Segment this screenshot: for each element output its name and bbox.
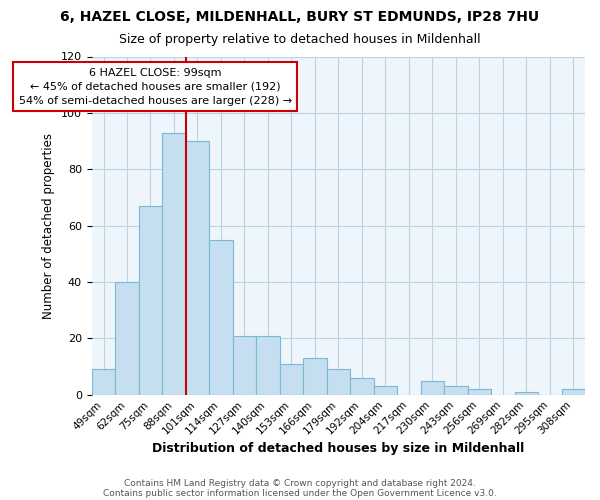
Bar — [326, 370, 350, 394]
Bar — [350, 378, 374, 394]
Y-axis label: Number of detached properties: Number of detached properties — [43, 132, 55, 318]
Bar — [209, 240, 233, 394]
Bar — [233, 336, 256, 394]
X-axis label: Distribution of detached houses by size in Mildenhall: Distribution of detached houses by size … — [152, 442, 524, 455]
Bar — [256, 336, 280, 394]
Bar — [421, 380, 444, 394]
Bar — [186, 141, 209, 395]
Bar — [139, 206, 162, 394]
Text: Contains public sector information licensed under the Open Government Licence v3: Contains public sector information licen… — [103, 488, 497, 498]
Bar — [92, 370, 115, 394]
Bar — [467, 389, 491, 394]
Text: 6, HAZEL CLOSE, MILDENHALL, BURY ST EDMUNDS, IP28 7HU: 6, HAZEL CLOSE, MILDENHALL, BURY ST EDMU… — [61, 10, 539, 24]
Text: Contains HM Land Registry data © Crown copyright and database right 2024.: Contains HM Land Registry data © Crown c… — [124, 478, 476, 488]
Bar — [280, 364, 303, 394]
Bar — [515, 392, 538, 394]
Text: Size of property relative to detached houses in Mildenhall: Size of property relative to detached ho… — [119, 32, 481, 46]
Bar — [444, 386, 467, 394]
Bar — [303, 358, 326, 395]
Bar — [115, 282, 139, 395]
Bar — [374, 386, 397, 394]
Bar — [162, 132, 186, 394]
Bar — [562, 389, 585, 394]
Text: 6 HAZEL CLOSE: 99sqm
← 45% of detached houses are smaller (192)
54% of semi-deta: 6 HAZEL CLOSE: 99sqm ← 45% of detached h… — [19, 68, 292, 106]
